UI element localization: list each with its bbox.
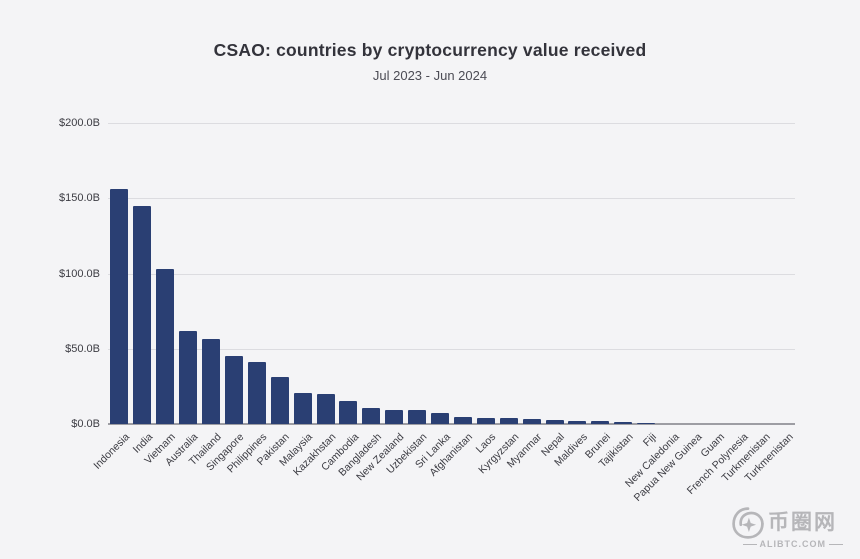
bar-afghanistan <box>453 417 472 424</box>
bar-india <box>133 206 152 424</box>
bar-philippines <box>247 362 266 424</box>
gridline-150 <box>108 198 795 200</box>
chart-title: CSAO: countries by cryptocurrency value … <box>213 40 647 60</box>
watermark-site-label: ALIBTC.COM <box>759 539 826 549</box>
bar-bangladesh <box>362 408 381 424</box>
ytick-label-100: $100.0B <box>59 267 100 280</box>
bar-new-zealand <box>385 410 404 424</box>
gridline-50 <box>108 348 795 350</box>
bar-cambodia <box>339 401 358 424</box>
bar-sri-lanka <box>431 413 450 424</box>
bar-uzbekistan <box>408 410 427 424</box>
bar-singapore <box>224 356 243 424</box>
gridline-100 <box>108 273 795 275</box>
watermark-star-icon <box>741 517 757 532</box>
bar-kyrgyzstan <box>499 418 518 424</box>
watermark-dash-left <box>742 543 757 545</box>
bar-australia <box>179 331 198 424</box>
ytick-label-200: $200.0B <box>59 117 100 129</box>
ytick-label-50: $50.0B <box>65 342 100 355</box>
xtick-label-indonesia: Indonesia <box>91 431 132 472</box>
bar-pakistan <box>270 377 289 424</box>
gridline-0 <box>108 423 795 425</box>
bar-fiji <box>637 423 656 424</box>
bar-kazakhstan <box>316 394 335 424</box>
bar-myanmar <box>522 419 541 424</box>
bar-vietnam <box>156 269 175 424</box>
bar-indonesia <box>110 189 129 424</box>
bar-thailand <box>202 339 221 424</box>
bar-tajikistan <box>614 422 633 424</box>
watermark-logo-icon <box>732 507 764 539</box>
watermark-logo-text: 币圈网 <box>768 511 837 534</box>
bar-nepal <box>545 420 564 424</box>
xtick-label-fiji: Fiji <box>640 431 659 449</box>
bar-maldives <box>568 421 587 424</box>
chart-subtitle: Jul 2023 - Jun 2024 <box>372 68 488 83</box>
gridline-200 <box>108 123 795 124</box>
watermark-site: ALIBTC.COM <box>730 539 848 549</box>
watermark: 币圈网 ALIBTC.COM <box>730 505 848 553</box>
ytick-label-0: $0.0B <box>71 418 100 430</box>
bar-malaysia <box>293 393 312 424</box>
chart-header: CSAO: countries by cryptocurrency value … <box>0 40 860 83</box>
bar-laos <box>476 418 495 424</box>
watermark-dash-right <box>829 543 843 545</box>
ytick-label-150: $150.0B <box>59 192 100 205</box>
bar-brunei <box>591 421 610 424</box>
